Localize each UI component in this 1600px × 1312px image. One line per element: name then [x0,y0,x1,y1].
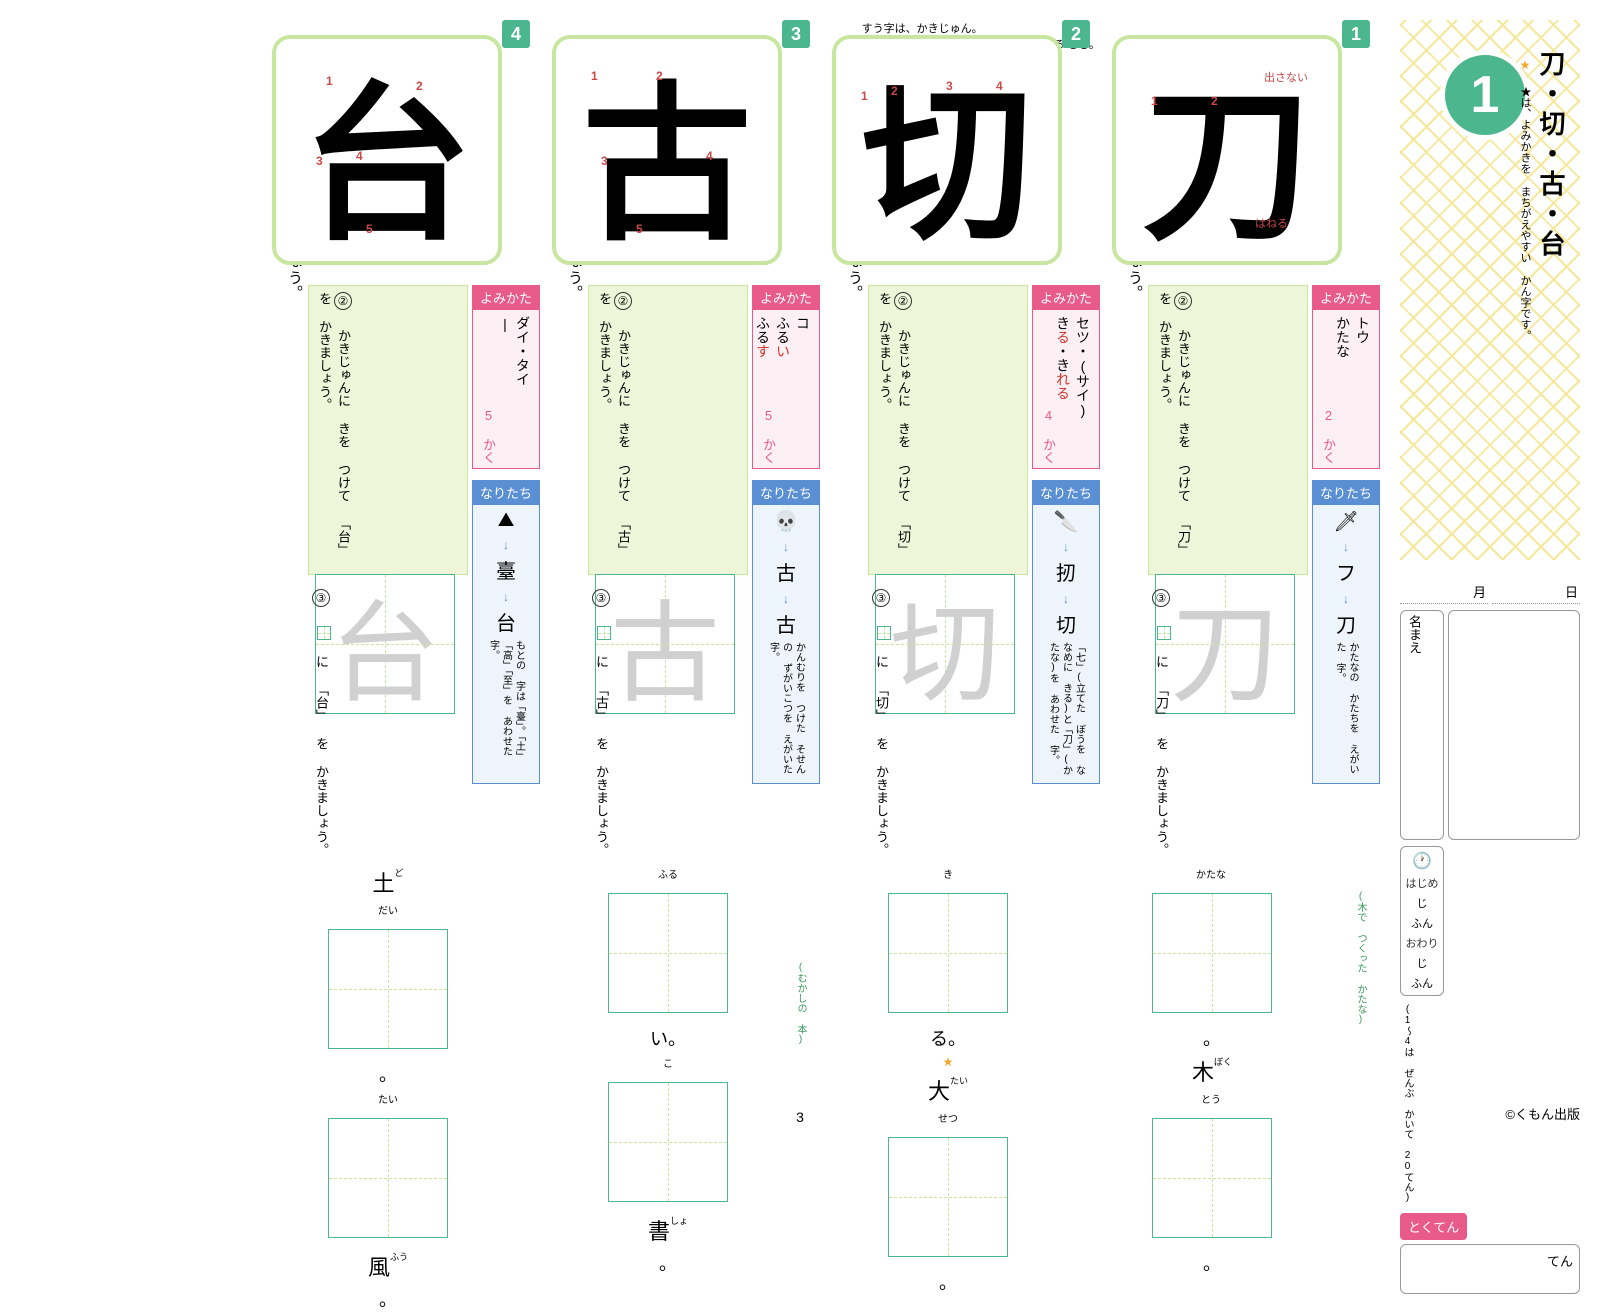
kanji-block-1: 1 ① 👆 ゆび で なぞりましょう。 刀 出さない はねる 1 2 よみかた … [1112,35,1380,1095]
naritachi-body: 🔪 ↓ 扨 ↓ 切 「七」(立てた ぼうを ななめに きる)と「刀」(かたな)を… [1032,504,1100,784]
range-note: (1～4は ぜんぶ かいて 20てん) [1400,1004,1415,1203]
big-kanji: 古 [582,27,752,273]
block-number-badge: 1 [1342,20,1370,48]
arrow-down-icon: ↓ [1343,592,1349,606]
arrow-down-icon: ↓ [503,590,509,604]
yomikata-body: セツ・(サイ) きる・きれる 4 かく [1032,309,1100,469]
arrow-down-icon: ↓ [503,538,509,552]
big-kanji: 切 [862,27,1032,273]
yomikata-label: よみかた [1032,285,1100,310]
block-number-badge: 2 [1062,20,1090,48]
yomikata-body: コ ふるい ふるす 5 かく [752,309,820,469]
naritachi-label: なりたち [1032,480,1100,505]
box-icon [1157,626,1171,640]
publisher: ©くもん出版 [1505,1104,1580,1123]
big-kanji-box: 古 1 2 3 4 5 [552,35,782,265]
step3-body: ③ に 「台」 を かきましょう。 土ど だい 。 たい 風ふう 。 [308,585,468,1085]
naritachi-body: 🗡 ↓ フ ↓ 刀 かたなの かたちを えがいた 字。 [1312,504,1380,784]
yomikata-body: ダイ・タイ | 5 かく [472,309,540,469]
box-icon [317,626,331,640]
practice-box[interactable] [888,1137,1008,1257]
arrow-down-icon: ↓ [1063,592,1069,606]
step2-body: ② かきじゅんに きを つけて 「切」 を かきましょう。 切 [868,285,1028,575]
yomikata-label: よみかた [472,285,540,310]
naritachi-label: なりたち [752,480,820,505]
big-kanji: 台 [302,27,472,273]
naritachi-label: なりたち [472,480,540,505]
naritachi-body: 💀 ↓ 古 ↓ 古 かんむりを つけた そせんの ずがいこつを えがいた 字。 [752,504,820,784]
practice-box[interactable] [328,929,448,1049]
yomikata-label: よみかた [1312,285,1380,310]
yomikata-body: トウ かたな 2 かく [1312,309,1380,469]
step3-body: ③ に 「刀」 を かきましょう。 かたな 。 木ぼく とう 。 (木で つくっ… [1148,585,1308,1085]
lesson-title: 刀・切・古・台 [1533,50,1570,550]
practice-box[interactable] [608,1082,728,1202]
arrow-down-icon: ↓ [1063,540,1069,554]
big-kanji-box: 刀 出さない はねる 1 2 [1112,35,1342,265]
arrow-down-icon: ↓ [783,540,789,554]
page-number: 3 [796,1109,804,1125]
big-kanji-box: 切 1 2 3 4 [832,35,1062,265]
step2-body: ② かきじゅんに きを つけて 「古」 を かきましょう。 古 [588,285,748,575]
star-icon: ★ [1518,58,1532,72]
star-icon: ★ [943,1055,954,1070]
name-label-box: 名まえ [1400,610,1444,840]
kanji-block-2: 2 ① 👆 ゆび で なぞりましょう。 切 1 2 3 4 よみかた セツ・(サ… [832,35,1100,1095]
box-icon [877,626,891,640]
step2-body: ② かきじゅんに きを つけて 「台」 を かきましょう。 台 [308,285,468,575]
box-icon [597,626,611,640]
clock-icon: 🕐 [1412,851,1432,871]
score-box[interactable]: てん [1400,1244,1580,1294]
naritachi-body: ⛰ ↓ 臺 ↓ 台 もとの 字は「臺」。「土」「高」「至」を あわせた 字。 [472,504,540,784]
practice-box[interactable] [608,893,728,1013]
arrow-down-icon: ↓ [1343,540,1349,554]
block-number-badge: 3 [782,20,810,48]
day-field[interactable]: 日 [1492,580,1580,604]
month-field[interactable]: 月 [1400,580,1488,604]
kanji-block-3: 3 ① 👆 ゆび で なぞりましょう。 古 1 2 3 4 5 よみかた コ ふ… [552,35,820,1095]
practice-box[interactable] [328,1118,448,1238]
naritachi-label: なりたち [1312,480,1380,505]
big-kanji-box: 台 1 2 3 4 5 [272,35,502,265]
block-number-badge: 4 [502,20,530,48]
step3-body: ③ に 「切」 を かきましょう。 き る。 ★ 大たい せつ 。 [868,585,1028,1085]
time-column: 🕐 はじめ じ ふん おわり じ ふん [1400,846,1444,996]
arrow-down-icon: ↓ [783,592,789,606]
practice-box[interactable] [888,893,1008,1013]
header-region: 1 刀・切・古・台 ★ ★は、よみかきを まちがえやすい かん字です。 月 日 … [1400,20,1580,1110]
meta-box: 月 日 名まえ 🕐 はじめ じ ふん おわり じ ふん (1～4は ぜんぶ かい… [1400,580,1580,1050]
lesson-number: 1 [1471,65,1500,125]
name-input[interactable] [1448,610,1580,840]
practice-box[interactable] [1152,893,1272,1013]
tokuten-label: とくてん [1400,1213,1467,1240]
big-kanji: 刀 [1142,27,1312,273]
step2-body: ② かきじゅんに きを つけて 「刀」 を かきましょう。 刀 [1148,285,1308,575]
lesson-subtitle: ★ ★は、よみかきを まちがえやすい かん字です。 [1517,58,1533,550]
practice-box[interactable] [1152,1118,1272,1238]
kanji-block-4: 4 ① 👆 ゆび で なぞりましょう。 台 1 2 3 4 5 よみかた ダイ・… [272,35,540,1095]
step3-body: ③ に 「古」 を かきましょう。 ふる い。 こ 書しょ 。 (むかしの 本) [588,585,748,1085]
lesson-title-column: 刀・切・古・台 ★ ★は、よみかきを まちがえやすい かん字です。 [1530,50,1570,550]
yomikata-label: よみかた [752,285,820,310]
